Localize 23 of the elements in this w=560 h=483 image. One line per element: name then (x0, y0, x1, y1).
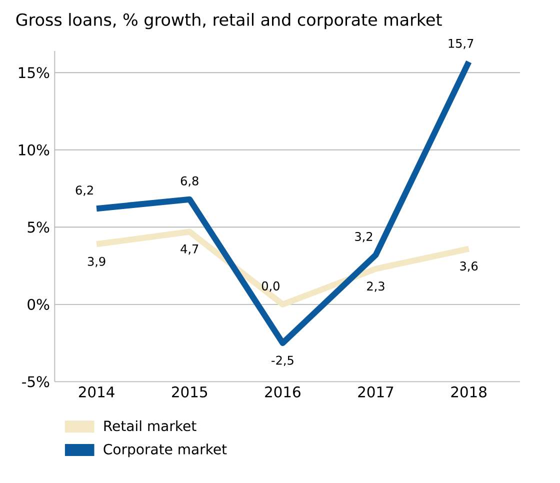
data-label: -2,5 (272, 356, 294, 366)
y-tick-label: 5% (28, 222, 50, 233)
data-label: 6,8 (180, 176, 198, 187)
data-label: 0,0 (262, 281, 280, 292)
chart-title: Gross loans, % growth, retail and corporate market (16, 13, 442, 30)
y-tick-label: 10% (18, 144, 50, 156)
data-label: 6,2 (76, 186, 93, 196)
legend-label: Retail market (104, 420, 196, 432)
y-tick-label: 15% (18, 67, 50, 78)
data-label: 15,7 (448, 38, 474, 50)
x-tick-label: 2015 (172, 386, 207, 398)
data-label: 4,7 (180, 244, 198, 255)
legend-label: Corporate market (104, 444, 227, 458)
data-label: 2,3 (367, 282, 384, 292)
data-label: 3,9 (88, 256, 106, 268)
x-tick-label: 2014 (78, 386, 114, 398)
data-label: 3,6 (460, 261, 478, 272)
x-tick-label: 2018 (451, 386, 486, 398)
data-label: 3,2 (355, 232, 372, 242)
x-tick-label: 2016 (265, 386, 300, 398)
y-tick-label: -5% (22, 376, 50, 388)
x-tick-label: 2017 (358, 386, 394, 398)
y-tick-label: 0% (28, 298, 50, 310)
